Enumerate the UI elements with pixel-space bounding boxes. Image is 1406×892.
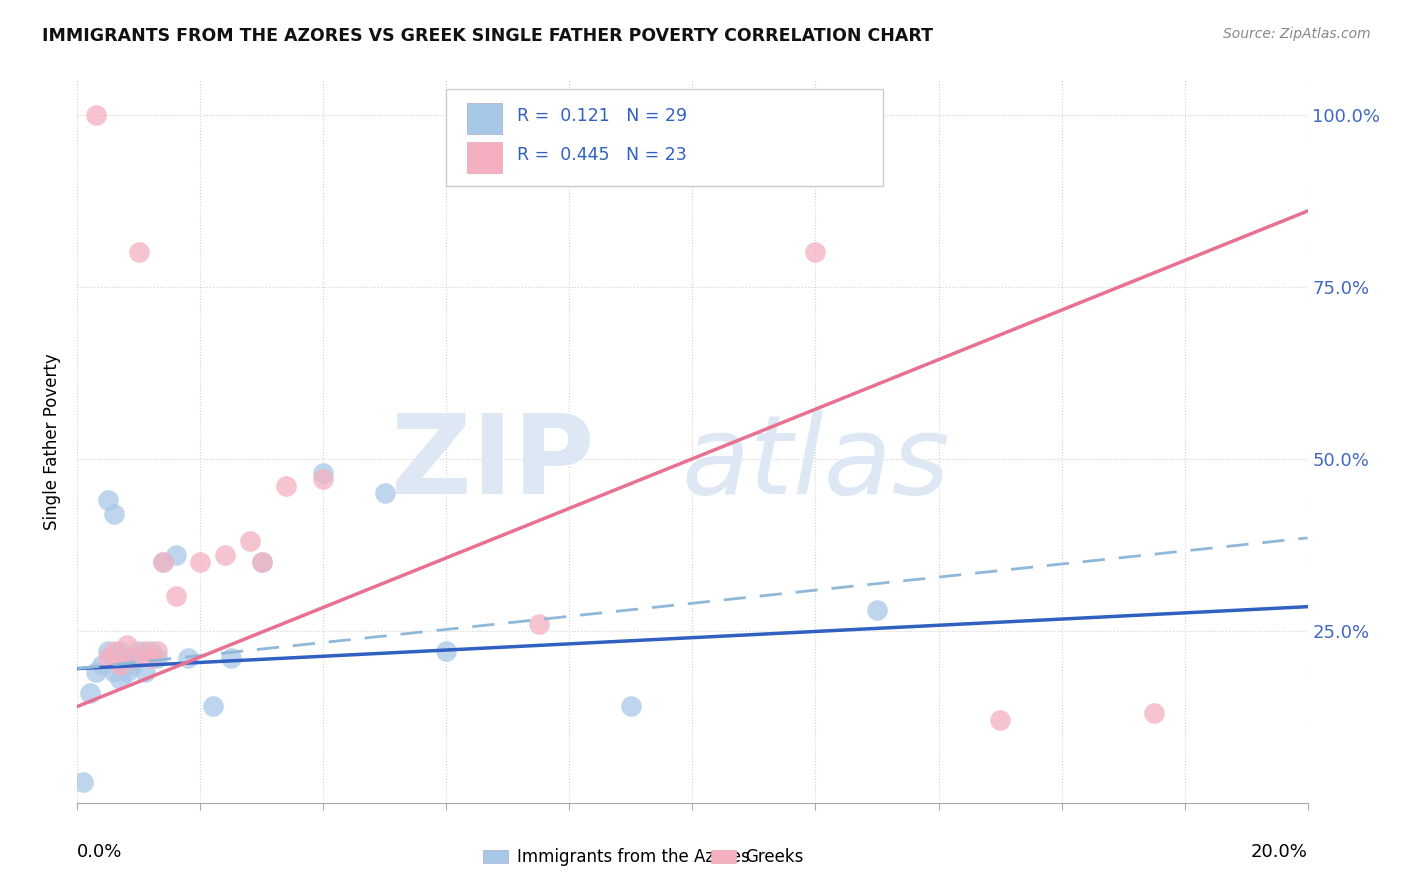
Point: [134, 644, 156, 658]
Point: [103, 665, 125, 679]
Text: 0.0%: 0.0%: [77, 843, 122, 861]
Point: [115, 638, 138, 652]
Point: [201, 699, 224, 714]
Text: IMMIGRANTS FROM THE AZORES VS GREEK SINGLE FATHER POVERTY CORRELATION CHART: IMMIGRANTS FROM THE AZORES VS GREEK SING…: [42, 27, 934, 45]
Text: R =  0.121   N = 29: R = 0.121 N = 29: [516, 107, 686, 126]
Point: [97, 493, 120, 508]
Point: [110, 672, 132, 686]
Point: [152, 555, 174, 569]
Point: [146, 644, 169, 658]
Point: [866, 603, 889, 617]
Text: 20.0%: 20.0%: [1251, 843, 1308, 861]
Y-axis label: Single Father Poverty: Single Father Poverty: [42, 353, 60, 530]
Point: [742, 121, 765, 136]
Point: [1143, 706, 1166, 721]
Point: [177, 651, 200, 665]
Point: [276, 479, 298, 493]
Point: [312, 466, 335, 480]
Point: [115, 665, 138, 679]
Point: [436, 644, 458, 658]
Point: [165, 590, 187, 604]
Point: [97, 644, 120, 658]
FancyBboxPatch shape: [467, 143, 502, 173]
Point: [121, 658, 143, 673]
FancyBboxPatch shape: [711, 850, 735, 863]
Point: [90, 658, 114, 673]
Point: [146, 651, 169, 665]
FancyBboxPatch shape: [467, 103, 502, 134]
Point: [527, 616, 550, 631]
Point: [121, 651, 143, 665]
Text: Source: ZipAtlas.com: Source: ZipAtlas.com: [1223, 27, 1371, 41]
Point: [188, 555, 212, 569]
Point: [110, 658, 132, 673]
Point: [72, 775, 94, 789]
Point: [128, 245, 150, 260]
Point: [804, 245, 827, 260]
Text: ZIP: ZIP: [391, 409, 595, 516]
Point: [103, 507, 125, 521]
Point: [988, 713, 1011, 727]
Point: [128, 644, 150, 658]
Point: [103, 644, 125, 658]
Text: Greeks: Greeks: [745, 847, 804, 865]
Point: [250, 555, 273, 569]
Point: [250, 555, 273, 569]
Point: [141, 644, 163, 658]
Point: [134, 665, 156, 679]
Point: [620, 699, 643, 714]
Point: [84, 665, 107, 679]
Point: [214, 548, 236, 562]
Text: Immigrants from the Azores: Immigrants from the Azores: [516, 847, 749, 865]
Point: [152, 555, 174, 569]
Text: atlas: atlas: [681, 409, 950, 516]
Point: [239, 534, 262, 549]
Point: [110, 644, 132, 658]
FancyBboxPatch shape: [484, 850, 508, 863]
Point: [312, 472, 335, 486]
Point: [165, 548, 187, 562]
Point: [141, 651, 163, 665]
Point: [115, 651, 138, 665]
Point: [97, 651, 120, 665]
Point: [84, 108, 107, 122]
Text: R =  0.445   N = 23: R = 0.445 N = 23: [516, 146, 686, 164]
Point: [374, 486, 396, 500]
Point: [219, 651, 242, 665]
Point: [79, 686, 101, 700]
FancyBboxPatch shape: [447, 89, 883, 186]
Point: [121, 651, 143, 665]
